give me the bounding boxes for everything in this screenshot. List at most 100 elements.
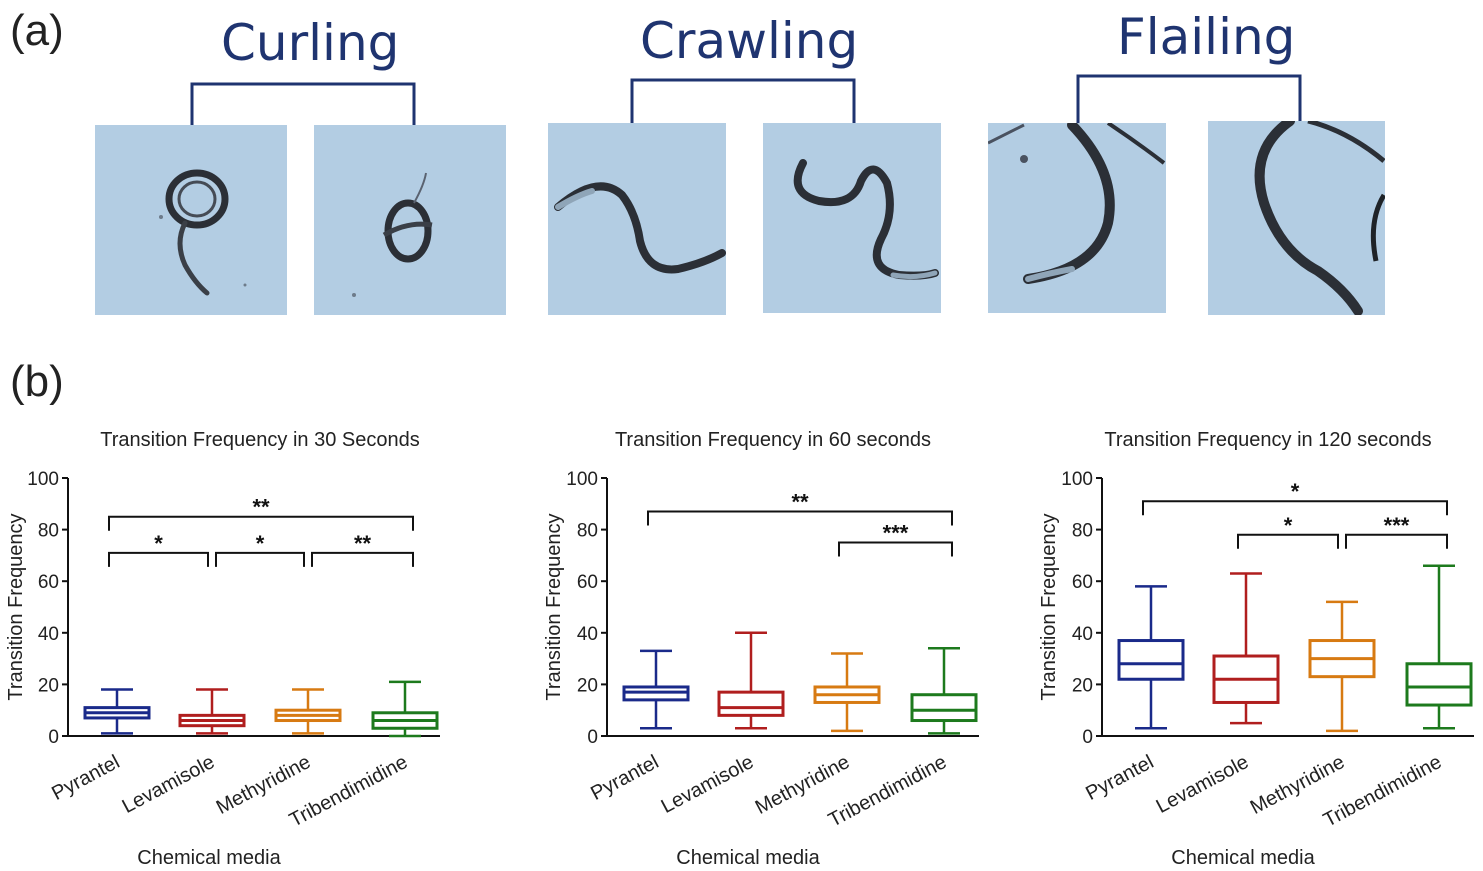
significance-label: * (1291, 479, 1300, 504)
significance-label: ** (791, 490, 809, 515)
box-tribendimidine (1405, 564, 1473, 730)
worm-image (1254, 121, 1385, 315)
worm-image (352, 172, 433, 297)
flailing-photo-2 (1208, 121, 1385, 315)
significance-label: ** (252, 495, 270, 520)
significance-bracket: ** (108, 495, 414, 531)
worm-image (793, 159, 939, 280)
bracket-line (1142, 500, 1448, 516)
y-tick-label: 80 (577, 521, 598, 542)
box-levamisole (178, 688, 246, 735)
y-tick-label: 40 (38, 624, 59, 645)
y-tick-label: 0 (48, 727, 59, 748)
bracket-line (838, 541, 953, 557)
iqr-box (717, 690, 785, 717)
significance-label: * (154, 531, 163, 556)
significance-bracket: * (1142, 479, 1448, 516)
significance-bracket: * (1237, 513, 1339, 549)
bracket-line (215, 551, 305, 567)
panel-a-label: (a) (10, 6, 64, 55)
box-methyridine (274, 688, 342, 735)
y-tick-label: 0 (587, 727, 598, 748)
significance-bracket: ** (311, 531, 414, 567)
significance-label: *** (883, 521, 909, 546)
chart-60-seconds: Transition Frequency in 60 seconds 0 20 40 6… (543, 429, 979, 869)
category-label: Levamisole (1153, 751, 1253, 818)
significance-bracket: *** (838, 521, 953, 557)
significance-label: *** (1384, 513, 1410, 538)
x-axis-label: Chemical media (137, 847, 281, 869)
significance-bracket: ** (647, 490, 953, 526)
y-tick-label: 20 (1072, 675, 1093, 696)
box-tribendimidine (371, 680, 439, 738)
x-axis-label: Chemical media (676, 847, 820, 869)
y-tick-label: 40 (577, 624, 598, 645)
chart-120-seconds: Transition Frequency in 120 seconds 0 20 40… (1038, 429, 1474, 869)
panel-b-label: (b) (10, 357, 64, 406)
curling-photo-2 (314, 125, 506, 315)
significance-bracket: * (108, 531, 209, 567)
box-methyridine (813, 652, 881, 733)
y-tick-label: 100 (566, 469, 598, 490)
chart-title: Transition Frequency in 30 Seconds (100, 429, 419, 451)
behavior-title-crawling: Crawling (640, 12, 859, 70)
significance-label: * (256, 531, 265, 556)
box-levamisole (717, 631, 785, 730)
iqr-box (910, 693, 978, 723)
category-label: Levamisole (119, 751, 219, 818)
chart-30-seconds: Transition Frequency in 30 Seconds 0 20 40 6… (5, 429, 440, 869)
box-levamisole (1212, 572, 1280, 725)
y-tick-label: 100 (1061, 469, 1093, 490)
category-label: Pyrantel (1082, 751, 1157, 805)
box-pyrantel (83, 688, 151, 735)
y-axis-label: Transition Frequency (543, 513, 565, 700)
y-tick-label: 40 (1072, 624, 1093, 645)
y-tick-label: 80 (38, 521, 59, 542)
significance-label: ** (354, 531, 372, 556)
y-tick-label: 80 (1072, 521, 1093, 542)
crawling-photo-1 (548, 123, 726, 315)
box-pyrantel (1117, 585, 1185, 730)
category-label: Pyrantel (587, 751, 662, 805)
category-label: Levamisole (658, 751, 758, 818)
chart-title: Transition Frequency in 120 seconds (1104, 429, 1431, 451)
flailing-bracket (1076, 74, 1302, 124)
x-axis-label: Chemical media (1171, 847, 1315, 869)
category-label: Pyrantel (48, 751, 123, 805)
behavior-title-flailing: Flailing (1117, 8, 1296, 66)
bracket-line (108, 515, 414, 531)
bracket-line (108, 551, 209, 567)
behavior-title-curling: Curling (221, 14, 400, 72)
behavior-brackets (190, 74, 1302, 128)
bracket-line (647, 510, 953, 526)
iqr-box (1117, 639, 1185, 681)
box-pyrantel (622, 649, 690, 730)
y-tick-label: 60 (38, 572, 59, 593)
chart-title: Transition Frequency in 60 seconds (615, 429, 931, 451)
significance-bracket: * (215, 531, 305, 567)
y-tick-label: 20 (38, 675, 59, 696)
curling-bracket (190, 82, 416, 128)
crawling-photo-2 (763, 123, 941, 313)
y-tick-label: 100 (27, 469, 59, 490)
y-tick-label: 0 (1082, 727, 1093, 748)
curling-photo-1 (95, 125, 287, 315)
y-tick-label: 60 (577, 572, 598, 593)
significance-label: * (1284, 513, 1293, 538)
y-tick-label: 20 (577, 675, 598, 696)
y-axis-label: Transition Frequency (1038, 513, 1060, 700)
bracket-line (1237, 533, 1339, 549)
y-axis-label: Transition Frequency (5, 513, 27, 700)
crawling-bracket (630, 78, 856, 126)
flailing-photo-1 (988, 123, 1166, 313)
y-tick-label: 60 (1072, 572, 1093, 593)
box-tribendimidine (910, 647, 978, 735)
significance-bracket: *** (1345, 513, 1448, 549)
worm-image (554, 182, 726, 274)
iqr-box (1405, 662, 1473, 707)
box-methyridine (1308, 600, 1376, 733)
bracket-line (1345, 533, 1448, 549)
worm-image (988, 123, 1166, 284)
worm-image (159, 169, 247, 296)
bracket-line (311, 551, 414, 567)
